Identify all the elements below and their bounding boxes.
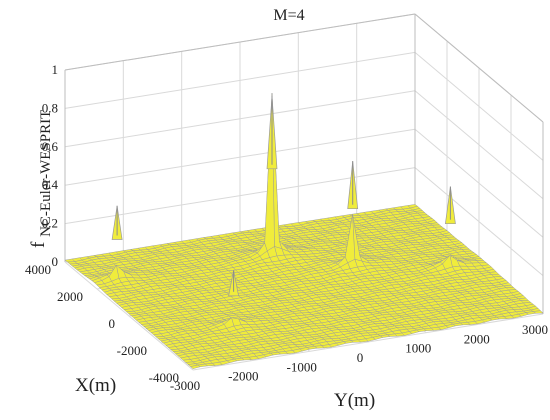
z-tick-label: 0.2 — [42, 216, 58, 231]
y-tick-label: -3000 — [170, 378, 200, 393]
z-tick-label: 0.8 — [42, 100, 58, 115]
x-tick-label: -2000 — [117, 343, 147, 358]
box-edge — [64, 13, 416, 71]
y-tick-label: -2000 — [228, 369, 258, 384]
surface-patch — [189, 364, 201, 369]
x-tick-label: 4000 — [25, 262, 51, 277]
grid-line — [192, 313, 544, 371]
grid-line — [414, 167, 544, 276]
grid-line — [414, 52, 544, 161]
chart-title: M=4 — [273, 7, 304, 24]
x-tick-label: 0 — [109, 316, 116, 331]
grid-layer — [64, 13, 544, 371]
x-axis-label: X(m) — [75, 375, 116, 396]
y-tick-label: 2000 — [464, 331, 490, 346]
z-tick-label: 0.6 — [42, 139, 59, 154]
box-edge — [414, 13, 544, 123]
z-axis-label-main: f — [28, 241, 49, 248]
grid-line — [64, 128, 416, 186]
z-tick-label: 0 — [52, 254, 59, 269]
grid-line — [414, 128, 544, 238]
y-tick-label: 3000 — [522, 322, 548, 337]
x-tick-label: -4000 — [149, 370, 179, 385]
peak-layer — [111, 95, 456, 297]
y-tick-label: 1000 — [405, 341, 431, 356]
grid-line — [64, 167, 416, 225]
y-axis-label: Y(m) — [334, 390, 375, 411]
y-tick-label: 0 — [357, 350, 364, 365]
surface-layer — [64, 93, 544, 369]
y-tick-label: -1000 — [287, 359, 317, 374]
z-tick-label: 1 — [52, 62, 59, 77]
z-tick-label: 0.4 — [42, 177, 59, 192]
z-axis-label: f NC-Euler-WESPRIT — [28, 110, 54, 248]
z-axis-label-subscript: NC-Euler-WESPRIT — [38, 110, 54, 237]
grid-line — [64, 90, 416, 148]
ticks-layer: 0 0.2 0.4 0.6 0.8 1 -3000 -2000 -1000 0 1000 2000 30… — [25, 62, 548, 393]
x-tick-label: 2000 — [57, 289, 83, 304]
grid-line — [414, 90, 544, 200]
grid-line — [64, 51, 416, 109]
